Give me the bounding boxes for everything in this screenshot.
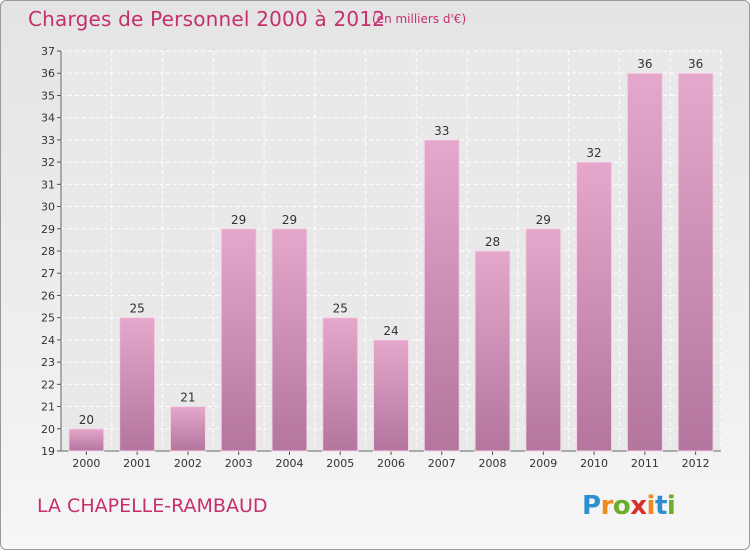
bar-value-label: 36 (637, 57, 652, 71)
bar-value-label: 25 (333, 302, 348, 316)
proxiti-logo[interactable]: Proxiti (582, 491, 676, 521)
x-tick-label: 2008 (479, 457, 507, 470)
logo-letter: r (600, 491, 614, 521)
y-tick-label: 31 (41, 178, 55, 191)
logo-letter: o (612, 491, 631, 521)
x-tick-label: 2000 (72, 457, 100, 470)
y-tick-label: 25 (41, 312, 55, 325)
bar-value-label: 20 (79, 413, 94, 427)
chart-subtitle: (en milliers d'€) (372, 12, 467, 26)
x-tick-labels: 2000 2001 2002 2003 2004 2005 2006 2007 2008 2009… (72, 457, 709, 470)
x-tick-label: 2001 (123, 457, 151, 470)
y-tick-label: 34 (41, 112, 55, 125)
bar (169, 406, 206, 452)
x-tick-label: 2005 (326, 457, 354, 470)
bar (220, 228, 257, 452)
y-tick-label: 30 (41, 201, 55, 214)
bar (68, 428, 105, 452)
y-tick-label: 21 (41, 401, 55, 414)
logo-letter: P (582, 491, 601, 521)
y-tick-label: 28 (41, 245, 55, 258)
y-tick-labels: 19 20 21 22 23 24 25 26 27 28 29 30 31 32 33 34 35 36 37 (41, 45, 55, 458)
logo-letter: i (646, 491, 656, 521)
bar (119, 317, 156, 452)
chart-title: Charges de Personnel 2000 à 2012 (28, 7, 386, 31)
bars (68, 72, 714, 452)
bar-value-label: 29 (536, 213, 551, 227)
bar-value-label: 29 (231, 213, 246, 227)
y-tick-label: 33 (41, 134, 55, 147)
bar-value-label: 25 (130, 302, 145, 316)
bar (677, 72, 714, 452)
bar-value-label: 24 (383, 324, 398, 338)
bar-value-label: 28 (485, 235, 500, 249)
bar-value-label: 32 (586, 146, 601, 160)
logo-letter: i (666, 491, 676, 521)
x-tick-label: 2009 (529, 457, 557, 470)
bar (626, 72, 663, 452)
logo-letter: t (654, 491, 667, 521)
bar (474, 250, 511, 452)
x-tick-label: 2012 (682, 457, 710, 470)
x-tick-label: 2010 (580, 457, 608, 470)
y-tick-label: 24 (41, 334, 55, 347)
bar-value-label: 21 (180, 391, 195, 405)
x-tick-label: 2004 (275, 457, 303, 470)
bar (525, 228, 562, 452)
y-tick-label: 26 (41, 289, 55, 302)
y-tick-label: 27 (41, 267, 55, 280)
bar-value-label: 29 (282, 213, 297, 227)
y-tick-label: 37 (41, 45, 55, 58)
y-tick-label: 23 (41, 356, 55, 369)
bar (576, 161, 613, 452)
x-tick-label: 2011 (631, 457, 659, 470)
logo-letter: x (630, 491, 647, 521)
x-tick-label: 2007 (428, 457, 456, 470)
y-tick-label: 29 (41, 223, 55, 236)
bar-value-label: 33 (434, 124, 449, 138)
place-name: LA CHAPELLE-RAMBAUD (37, 495, 268, 517)
y-tick-label: 36 (41, 67, 55, 80)
bar (322, 317, 359, 452)
bar (423, 139, 460, 452)
y-tick-label: 32 (41, 156, 55, 169)
y-tick-label: 35 (41, 89, 55, 102)
data-labels: 20 25 21 29 29 25 24 33 28 29 32 36 36 (79, 57, 704, 427)
bar-value-label: 36 (688, 57, 703, 71)
y-tick-label: 22 (41, 378, 55, 391)
x-tick-label: 2006 (377, 457, 405, 470)
bar (271, 228, 308, 452)
y-tick-label: 20 (41, 423, 55, 436)
bar (373, 339, 409, 452)
x-tick-label: 2003 (225, 457, 253, 470)
y-tick-label: 19 (41, 445, 55, 458)
x-tick-label: 2002 (174, 457, 202, 470)
